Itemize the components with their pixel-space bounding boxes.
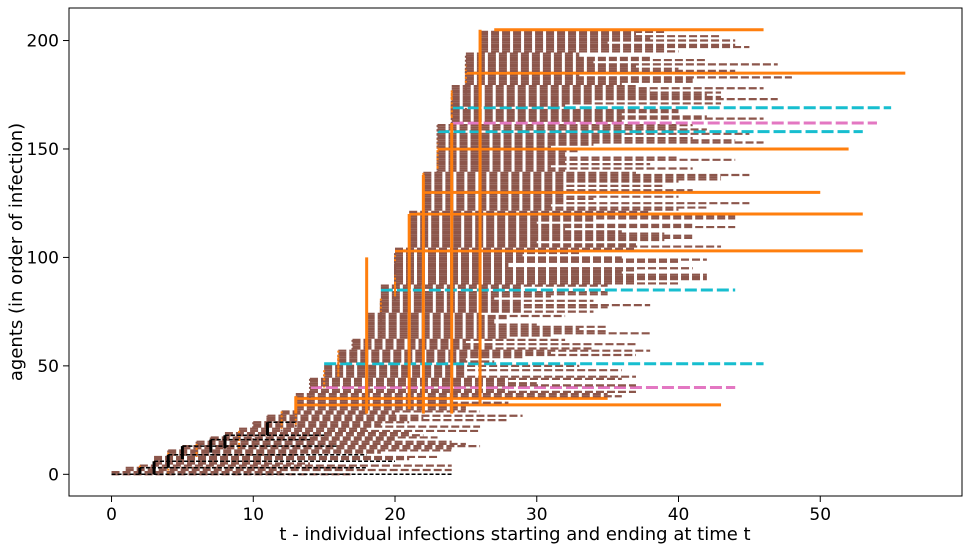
y-axis-ticks: 0 50 100 150 200 [27, 32, 69, 485]
plot-marks [111, 28, 906, 476]
y-tick-label: 150 [27, 140, 59, 160]
x-tick-label: 20 [384, 505, 406, 525]
y-tick-label: 0 [48, 465, 59, 485]
plot-frame [68, 7, 963, 497]
x-axis-label: t - individual infections starting and e… [279, 524, 750, 545]
x-axis-ticks: 0 10 20 30 40 50 [106, 496, 831, 525]
y-tick-label: 200 [27, 32, 59, 52]
y-axis-label: agents (in order of infection) [6, 123, 27, 381]
x-tick-label: 40 [668, 505, 690, 525]
y-tick-label: 50 [37, 357, 59, 377]
x-tick-label: 30 [526, 505, 548, 525]
y-tick-label: 100 [27, 248, 59, 268]
x-tick-label: 50 [809, 505, 831, 525]
x-tick-label: 10 [242, 505, 264, 525]
x-tick-label: 0 [106, 505, 117, 525]
